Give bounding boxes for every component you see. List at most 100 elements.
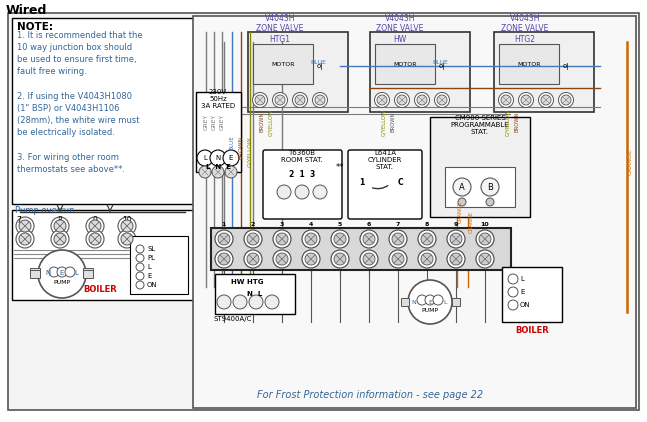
Circle shape [223,150,239,166]
Circle shape [360,250,378,268]
Circle shape [421,253,433,265]
Circle shape [118,217,136,235]
Circle shape [302,230,320,248]
Circle shape [450,253,462,265]
Circle shape [313,92,327,108]
Circle shape [136,272,144,280]
Text: ORANGE: ORANGE [468,211,474,233]
Circle shape [89,233,101,245]
Text: L: L [443,300,446,305]
Circle shape [521,95,531,105]
Circle shape [276,233,288,245]
Circle shape [218,253,230,265]
Text: V4043H
ZONE VALVE
HW: V4043H ZONE VALVE HW [377,14,424,44]
Text: BROWN: BROWN [259,112,265,132]
Circle shape [392,253,404,265]
Circle shape [210,150,226,166]
Circle shape [397,95,407,105]
Text: 9: 9 [454,222,458,227]
Bar [83,268,93,276]
Circle shape [561,95,571,105]
Circle shape [508,287,518,297]
Text: E: E [229,155,233,161]
Bar [445,167,515,207]
Circle shape [38,250,86,298]
Circle shape [265,295,279,309]
Text: G/YELLOW: G/YELLOW [248,137,252,167]
Circle shape [447,250,465,268]
Circle shape [86,230,104,248]
Circle shape [437,95,447,105]
FancyBboxPatch shape [263,150,342,219]
Circle shape [425,295,435,305]
Circle shape [136,281,144,289]
Circle shape [418,250,436,268]
Circle shape [334,233,346,245]
Bar [196,92,241,172]
Circle shape [86,217,104,235]
Circle shape [389,230,407,248]
Circle shape [395,92,410,108]
Circle shape [538,92,553,108]
Bar [502,267,562,322]
Circle shape [363,253,375,265]
Text: Pump overrun: Pump overrun [15,206,74,215]
Circle shape [508,274,518,284]
Text: 10: 10 [481,222,489,227]
Text: N: N [215,155,221,161]
Bar [12,18,195,204]
Circle shape [476,250,494,268]
Text: B: B [487,182,493,192]
Circle shape [450,233,462,245]
Circle shape [273,250,291,268]
Text: 1. It is recommended that the
10 way junction box should
be used to ensure first: 1. It is recommended that the 10 way jun… [17,31,142,173]
Circle shape [19,220,31,232]
Circle shape [197,150,213,166]
Text: G/YELLOW: G/YELLOW [505,108,510,135]
Text: ST9400A/C: ST9400A/C [213,316,252,322]
Bar [401,298,409,306]
Text: MOTOR: MOTOR [271,62,295,67]
Text: NOTE:: NOTE: [17,22,53,32]
Text: GREY: GREY [219,114,225,130]
Text: ON: ON [520,302,531,308]
Text: BLUE: BLUE [432,60,448,65]
Circle shape [51,230,69,248]
Circle shape [136,263,144,271]
Text: L: L [203,155,207,161]
Text: 4: 4 [309,222,313,227]
Text: Wired: Wired [6,4,47,17]
Text: PUMP: PUMP [54,279,71,284]
Circle shape [121,220,133,232]
Circle shape [118,230,136,248]
Circle shape [199,166,211,178]
Circle shape [479,253,491,265]
Circle shape [435,92,450,108]
Circle shape [389,250,407,268]
Circle shape [331,250,349,268]
Circle shape [417,95,427,105]
Text: BROWN: BROWN [239,135,243,159]
Circle shape [479,233,491,245]
Bar [248,32,348,112]
Circle shape [252,92,267,108]
Circle shape [255,95,265,105]
Circle shape [244,250,262,268]
Circle shape [433,295,443,305]
Text: E: E [147,273,151,279]
Circle shape [541,95,551,105]
Circle shape [315,95,325,105]
Text: 2  1  3: 2 1 3 [289,170,315,179]
Circle shape [212,166,224,178]
Circle shape [16,230,34,248]
Circle shape [476,230,494,248]
Bar [494,32,594,112]
Bar [12,210,195,300]
Circle shape [508,300,518,310]
Circle shape [273,230,291,248]
Text: E: E [60,270,64,276]
Circle shape [295,185,309,199]
Text: N  L: N L [247,291,263,297]
Circle shape [481,178,499,196]
Circle shape [19,233,31,245]
